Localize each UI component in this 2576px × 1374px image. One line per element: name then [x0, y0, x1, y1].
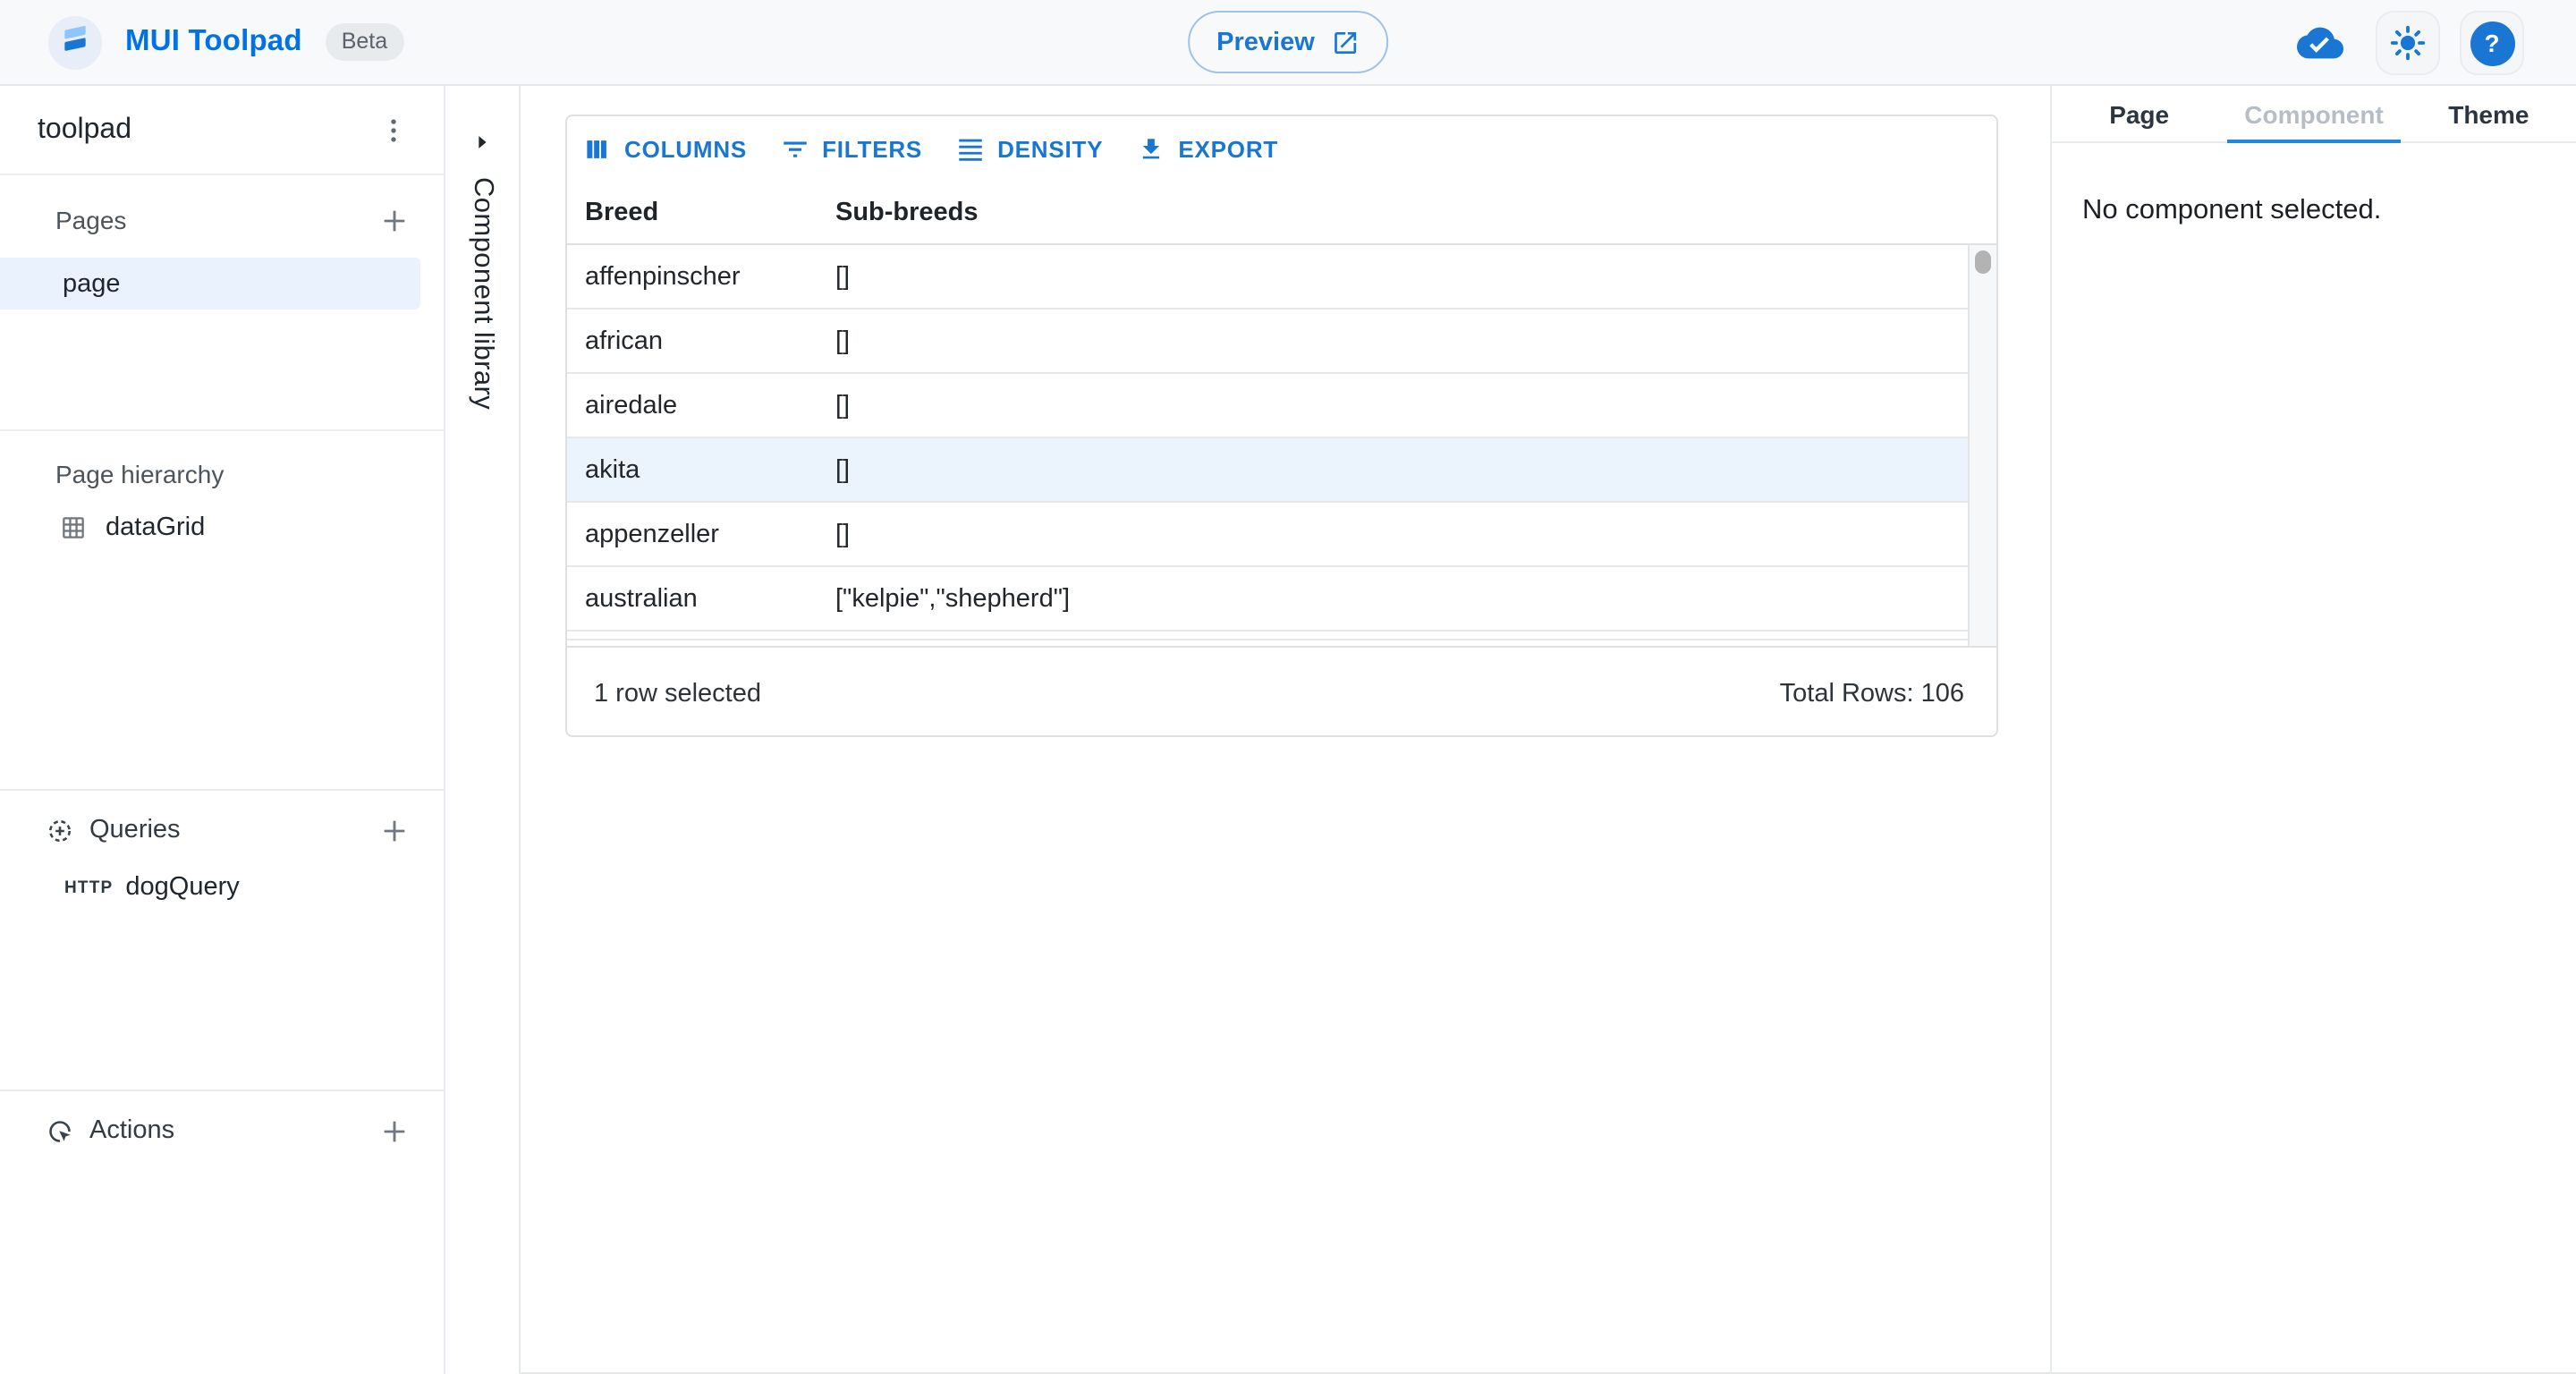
main-area: toolpad Pages page	[0, 86, 2576, 1374]
expand-component-library-button[interactable]	[472, 131, 492, 154]
actions-header-label: Actions	[89, 1116, 175, 1145]
cell-subbreeds: []	[835, 262, 851, 291]
page-canvas[interactable]: COLUMNS FILTERS	[521, 86, 2050, 1374]
cell-subbreeds: []	[835, 391, 851, 420]
cell-breed: appenzeller	[585, 520, 719, 548]
open-in-new-icon	[1331, 28, 1360, 56]
table-row[interactable]: akita []	[567, 438, 1968, 503]
grid-on-icon	[59, 513, 88, 542]
cloud-done-icon	[2288, 11, 2352, 75]
pages-section-header: Pages	[0, 193, 444, 247]
explorer-sidebar: toolpad Pages page	[0, 86, 445, 1374]
inspector-panel: Page Component Theme No component selected…	[2050, 86, 2576, 1374]
table-row[interactable]: appenzeller []	[567, 503, 1968, 567]
sidebar-divider	[0, 429, 444, 431]
add-page-button[interactable]	[369, 195, 419, 245]
sidebar-divider	[0, 789, 444, 791]
cell-subbreeds: []	[835, 455, 851, 484]
top-bar: MUI Toolpad Beta Preview	[0, 0, 2576, 86]
preview-button-label: Preview	[1216, 28, 1315, 56]
table-row[interactable]: australian ["kelpie","shepherd"]	[567, 567, 1968, 632]
inspector-tabs: Page Component Theme	[2052, 86, 2576, 143]
datagrid-item-label: dataGrid	[106, 513, 206, 542]
partial-row	[567, 632, 1968, 640]
add-query-button[interactable]	[369, 805, 419, 855]
view-column-icon	[581, 133, 612, 164]
brand-area: MUI Toolpad Beta	[0, 15, 404, 69]
filters-button[interactable]: FILTERS	[779, 126, 922, 171]
sidebar-item-datagrid[interactable]: dataGrid	[0, 499, 444, 556]
selected-rows-count: 1 row selected	[594, 679, 761, 708]
grid-rows: affenpinscher [] african [] airedale [] …	[567, 245, 1968, 632]
export-button[interactable]: EXPORT	[1135, 126, 1278, 171]
cell-breed: australian	[585, 584, 698, 613]
actions-section-header: Actions	[0, 1102, 444, 1159]
sidebar-header: toolpad	[0, 86, 444, 175]
tab-page[interactable]: Page	[2109, 99, 2170, 128]
query-icon	[45, 815, 75, 845]
topbar-actions: ?	[2288, 0, 2524, 86]
component-library-panel: Component library	[445, 86, 521, 1374]
queries-section-header: Queries	[0, 802, 444, 859]
table-row[interactable]: airedale []	[567, 374, 1968, 438]
density-icon	[954, 133, 985, 164]
sidebar-item-dogquery[interactable]: HTTP dogQuery	[0, 859, 444, 916]
help-button[interactable]: ?	[2460, 11, 2524, 75]
cell-breed: african	[585, 327, 664, 355]
download-icon	[1135, 133, 1165, 164]
theme-toggle-button[interactable]	[2376, 11, 2440, 75]
add-action-button[interactable]	[369, 1106, 419, 1156]
help-icon: ?	[2470, 21, 2514, 65]
column-header-breed[interactable]: Breed	[585, 198, 659, 226]
hierarchy-header-label: Page hierarchy	[55, 460, 225, 488]
hierarchy-section-header: Page hierarchy	[0, 449, 444, 499]
cell-breed: airedale	[585, 391, 678, 420]
query-item-label: dogQuery	[125, 873, 240, 902]
project-name: toolpad	[38, 114, 131, 144]
active-tab-indicator	[2226, 140, 2402, 143]
empty-state-message: No component selected.	[2082, 195, 2382, 225]
plus-icon	[378, 205, 409, 235]
sidebar-item-page[interactable]: page	[0, 258, 420, 310]
plus-icon	[378, 1115, 409, 1146]
table-row[interactable]: african []	[567, 310, 1968, 374]
datagrid-footer: 1 row selected Total Rows: 106	[567, 646, 1996, 735]
chevron-right-icon	[472, 131, 492, 154]
datagrid-viewport: affenpinscher [] african [] airedale [] …	[567, 245, 1996, 646]
cell-breed: akita	[585, 455, 640, 484]
queries-header-label: Queries	[89, 816, 181, 844]
pages-header-label: Pages	[55, 206, 127, 234]
cell-subbreeds: []	[835, 520, 851, 548]
light-mode-icon	[2388, 23, 2428, 63]
density-button[interactable]: DENSITY	[954, 126, 1103, 171]
cell-breed: affenpinscher	[585, 262, 741, 291]
datagrid-header-row: Breed Sub-breeds	[567, 181, 1996, 245]
http-badge: HTTP	[64, 878, 114, 897]
datagrid-component[interactable]: COLUMNS FILTERS	[565, 114, 1998, 737]
preview-button[interactable]: Preview	[1188, 11, 1388, 73]
vertical-scrollbar[interactable]	[1968, 245, 1996, 646]
tab-component[interactable]: Component	[2244, 99, 2384, 128]
component-library-label: Component library	[468, 177, 498, 411]
column-header-subbreeds[interactable]: Sub-breeds	[835, 198, 979, 226]
plus-icon	[378, 815, 409, 845]
columns-button[interactable]: COLUMNS	[581, 126, 747, 171]
tab-theme[interactable]: Theme	[2448, 99, 2529, 128]
kebab-menu-icon	[377, 114, 410, 146]
app-title: MUI Toolpad	[125, 25, 302, 57]
sidebar-divider	[0, 1090, 444, 1091]
table-row[interactable]: affenpinscher []	[567, 245, 1968, 310]
cell-subbreeds: ["kelpie","shepherd"]	[835, 584, 1071, 613]
total-rows-count: Total Rows: 106	[1779, 679, 1964, 708]
filter-list-icon	[779, 133, 809, 164]
cell-subbreeds: []	[835, 327, 851, 355]
beta-badge: Beta	[325, 23, 404, 61]
project-menu-button[interactable]	[369, 105, 419, 155]
ads-click-icon	[45, 1115, 75, 1146]
scrollbar-thumb[interactable]	[1975, 250, 1991, 274]
datagrid-toolbar: COLUMNS FILTERS	[567, 116, 1996, 181]
mui-toolpad-logo-icon	[48, 15, 102, 69]
